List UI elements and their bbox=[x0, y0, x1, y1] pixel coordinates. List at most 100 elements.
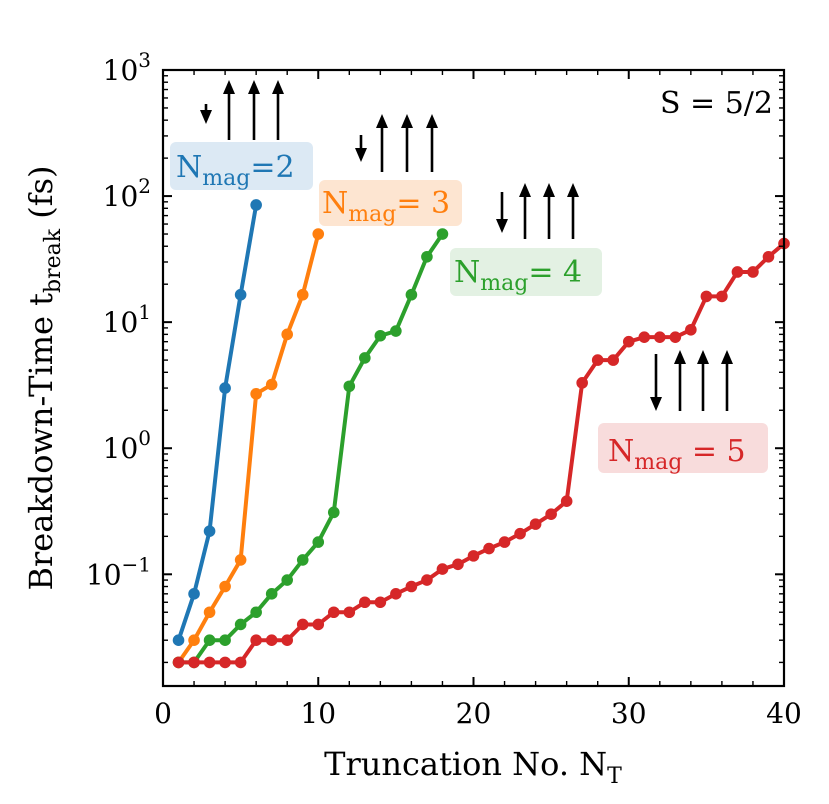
x-axis-title: Truncation No. NT bbox=[324, 745, 622, 789]
data-point bbox=[343, 380, 356, 393]
arrow-head bbox=[426, 114, 438, 128]
series-label-rest: = 5 bbox=[682, 434, 745, 469]
y-tick-label: 103 bbox=[103, 48, 151, 87]
data-point bbox=[343, 606, 356, 619]
series-label: Nmag= 3 bbox=[322, 186, 450, 227]
x-axis-title-main: Truncation No. N bbox=[324, 745, 607, 783]
data-point bbox=[203, 525, 216, 537]
series-label: Nmag = 5 bbox=[608, 434, 746, 475]
data-point bbox=[390, 325, 402, 337]
spin-up-arrow-icon bbox=[223, 80, 235, 140]
y-tick-label-exp: 1 bbox=[138, 300, 151, 324]
x-tick-label: 40 bbox=[766, 697, 802, 730]
y-tick-label-base: 10 bbox=[103, 54, 139, 87]
data-point bbox=[747, 266, 759, 278]
y-tick-label: 102 bbox=[103, 174, 151, 213]
y-tick-label-base: 10 bbox=[86, 558, 122, 591]
spin-up-arrow-icon bbox=[674, 350, 686, 411]
x-tick-label: 0 bbox=[154, 697, 172, 730]
data-point bbox=[436, 228, 449, 240]
data-point bbox=[514, 527, 526, 540]
data-point bbox=[529, 518, 542, 530]
data-point bbox=[327, 606, 340, 619]
spin-label: S = 5/2 bbox=[660, 86, 773, 121]
y-tick-label: 101 bbox=[103, 300, 151, 339]
data-point bbox=[591, 354, 604, 366]
series-label: Nmag=2 bbox=[176, 150, 295, 191]
data-point bbox=[172, 634, 185, 647]
series-label-main: N bbox=[176, 150, 202, 185]
data-point bbox=[436, 563, 449, 575]
series-label-box bbox=[170, 142, 313, 190]
data-point bbox=[545, 508, 557, 520]
spin-up-arrow-icon bbox=[721, 350, 733, 411]
series-label-sub: mag bbox=[634, 450, 682, 475]
data-point bbox=[265, 634, 278, 647]
data-point bbox=[359, 352, 371, 364]
series-label-box bbox=[319, 180, 462, 226]
y-tick-label-exp: −1 bbox=[122, 552, 151, 576]
arrow-head bbox=[272, 80, 284, 94]
arrow-head bbox=[355, 148, 367, 162]
series-line bbox=[176, 204, 259, 641]
y-tick-label-exp: 0 bbox=[138, 426, 151, 450]
series-label-sub: mag bbox=[202, 166, 250, 191]
data-point bbox=[622, 335, 635, 348]
data-point bbox=[203, 634, 216, 647]
spin-up-arrow-icon bbox=[401, 114, 413, 172]
series-0 bbox=[172, 199, 262, 647]
data-point bbox=[405, 288, 418, 301]
data-point bbox=[250, 199, 262, 211]
arrow-head bbox=[519, 183, 531, 197]
data-point bbox=[219, 382, 231, 394]
spin-down-arrow-icon bbox=[650, 354, 662, 411]
data-point bbox=[421, 250, 433, 263]
series-layer bbox=[172, 199, 790, 669]
series-label-box bbox=[598, 423, 768, 473]
data-point bbox=[312, 228, 325, 240]
data-point bbox=[219, 656, 231, 669]
data-point bbox=[654, 331, 666, 343]
series-label-sub: mag bbox=[348, 202, 396, 227]
data-point bbox=[685, 323, 697, 336]
x-axis-title-sub: T bbox=[607, 764, 622, 789]
spin-up-arrow-icon bbox=[567, 183, 579, 239]
y-axis-title-main: Breakdown-Time t bbox=[22, 293, 60, 591]
arrow-head bbox=[401, 114, 413, 128]
series-label-main: N bbox=[608, 434, 634, 469]
spin-down-arrow-icon bbox=[496, 192, 508, 233]
series-label: Nmag= 4 bbox=[454, 255, 582, 296]
data-point bbox=[265, 378, 278, 391]
arrow-head bbox=[543, 183, 555, 197]
data-point bbox=[327, 506, 340, 519]
data-point bbox=[296, 618, 309, 631]
arrow-head bbox=[650, 397, 662, 411]
data-point bbox=[700, 290, 713, 303]
spin-down-arrow-icon bbox=[200, 104, 212, 124]
y-tick-label-exp: 2 bbox=[138, 174, 151, 198]
arrow-head bbox=[721, 350, 733, 364]
data-point bbox=[452, 558, 464, 571]
data-point bbox=[560, 495, 573, 508]
series-label-rest: = 3 bbox=[396, 186, 450, 221]
series-label-rest: = 4 bbox=[528, 255, 582, 290]
data-point bbox=[234, 288, 247, 301]
arrow-head bbox=[567, 183, 579, 197]
data-point bbox=[234, 656, 247, 669]
arrow-head bbox=[376, 114, 388, 128]
spin-up-arrow-icon bbox=[248, 80, 260, 140]
data-point bbox=[483, 542, 495, 555]
arrow-head bbox=[496, 219, 508, 233]
data-point bbox=[374, 329, 387, 342]
series-line bbox=[178, 242, 786, 665]
series-line bbox=[176, 233, 321, 664]
data-point bbox=[281, 328, 294, 341]
data-point bbox=[188, 656, 200, 669]
y-tick-label-base: 10 bbox=[103, 180, 139, 213]
data-point bbox=[250, 388, 262, 400]
data-point bbox=[296, 554, 309, 566]
data-point bbox=[498, 536, 511, 548]
data-point bbox=[203, 606, 216, 619]
spin-up-arrow-icon bbox=[426, 114, 438, 172]
